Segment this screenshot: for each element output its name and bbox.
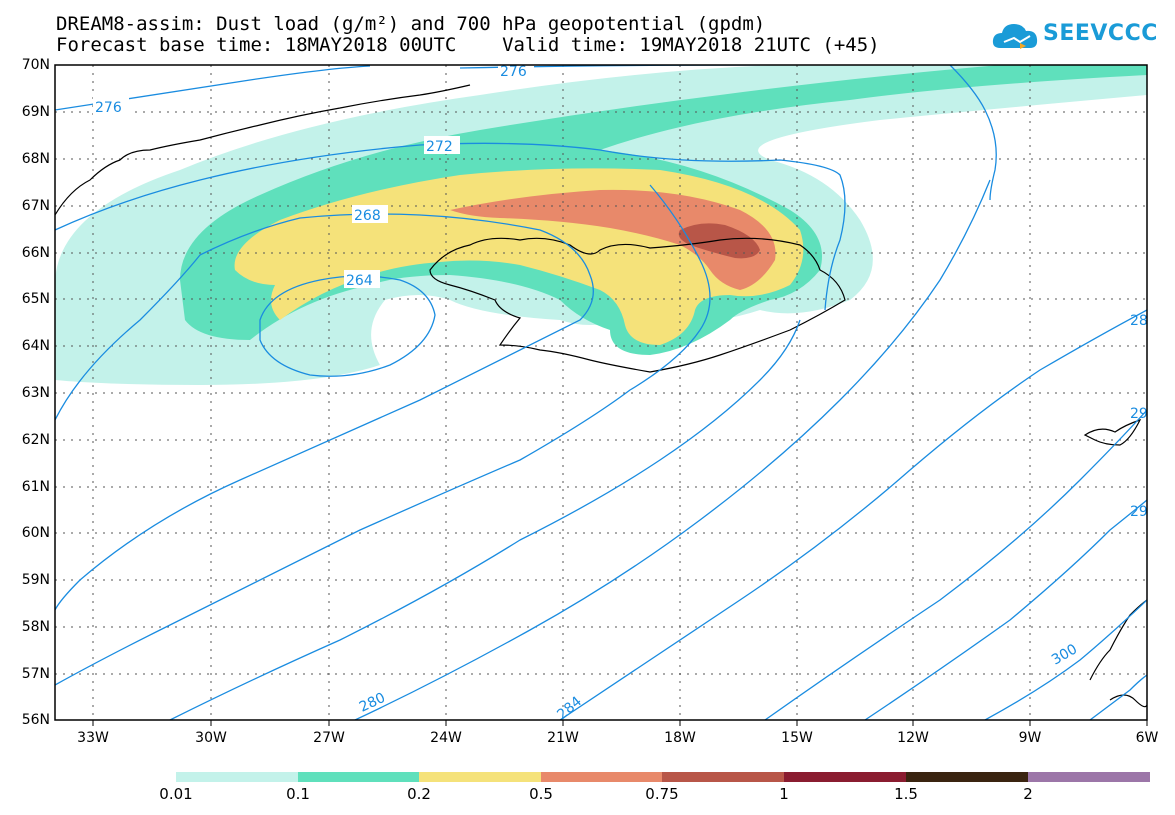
contour-label: 29 bbox=[1130, 406, 1148, 422]
colorbar-swatch bbox=[176, 772, 298, 782]
axis-ticks bbox=[92, 720, 1148, 726]
lat-label: 57N bbox=[21, 666, 50, 682]
lat-label: 63N bbox=[21, 385, 50, 401]
contour-label: 272 bbox=[426, 139, 453, 155]
colorbar-swatch bbox=[298, 772, 419, 782]
contour-label: 284 bbox=[554, 694, 585, 723]
contour-280 bbox=[55, 184, 711, 686]
colorbar-swatch bbox=[784, 772, 906, 782]
scotland-coast bbox=[1089, 599, 1147, 708]
contour-labels: 276 276 272 268 264 280 284 28 29 29 300 bbox=[93, 64, 1148, 723]
contour-280b bbox=[169, 319, 801, 720]
logo-text: SEEVCCC bbox=[1043, 21, 1158, 46]
graticule bbox=[55, 65, 1147, 720]
dust-area-0-75 bbox=[678, 223, 760, 259]
contour-272 bbox=[55, 142, 846, 311]
colorbar-label: 1.5 bbox=[894, 785, 918, 803]
contour-label: 28 bbox=[1130, 313, 1148, 329]
lat-label: 64N bbox=[21, 338, 50, 354]
lon-label: 6W bbox=[1135, 730, 1159, 746]
colorbar-swatch bbox=[906, 772, 1028, 782]
contour-268 bbox=[55, 213, 594, 611]
contour-label: 300 bbox=[1049, 641, 1080, 668]
lon-label: 9W bbox=[1018, 730, 1042, 746]
lon-label: 18W bbox=[664, 730, 696, 746]
cloud-logo-icon bbox=[992, 24, 1038, 49]
contour-300 bbox=[984, 599, 1147, 720]
contour-296 bbox=[864, 499, 1147, 720]
lat-label: 67N bbox=[21, 198, 50, 214]
contour-label: 264 bbox=[346, 273, 373, 289]
lat-label: 68N bbox=[21, 151, 50, 167]
map-title-line2: Forecast base time: 18MAY2018 00UTC Vali… bbox=[56, 34, 880, 56]
lon-label: 24W bbox=[430, 730, 462, 746]
lat-label: 69N bbox=[21, 104, 50, 120]
colorbar-swatch bbox=[662, 772, 784, 782]
contour-264 bbox=[259, 275, 436, 377]
lat-label: 56N bbox=[21, 712, 50, 728]
contour-292 bbox=[764, 409, 1147, 720]
lat-label: 61N bbox=[21, 479, 50, 495]
lat-label: 59N bbox=[21, 572, 50, 588]
colorbar-swatch bbox=[541, 772, 662, 782]
lat-label: 66N bbox=[21, 245, 50, 261]
contour-288 bbox=[559, 309, 1147, 720]
map-title-line1: DREAM8-assim: Dust load (g/m²) and 700 h… bbox=[56, 13, 766, 35]
colorbar-swatch bbox=[419, 772, 541, 782]
contour-label: 276 bbox=[95, 100, 122, 116]
lat-label: 70N bbox=[21, 57, 50, 73]
contour-284 bbox=[354, 179, 991, 720]
iceland-coast bbox=[429, 237, 846, 373]
colorbar-label: 0.1 bbox=[286, 785, 310, 803]
colorbar-swatch bbox=[1028, 772, 1150, 782]
lat-label: 65N bbox=[21, 291, 50, 307]
colorbar-label: 0.75 bbox=[645, 785, 679, 803]
dust-area-0-5 bbox=[450, 189, 776, 290]
colorbar-label: 0.2 bbox=[407, 785, 431, 803]
coastlines bbox=[55, 84, 1147, 708]
geopotential-contours bbox=[55, 65, 1147, 720]
colorbar-label: 1 bbox=[779, 785, 789, 803]
faroe-coast bbox=[1083, 418, 1142, 446]
lon-label: 30W bbox=[195, 730, 227, 746]
lat-label: 58N bbox=[21, 619, 50, 635]
contour-label: 268 bbox=[354, 208, 381, 224]
lon-label: 21W bbox=[547, 730, 579, 746]
greenland-coast bbox=[55, 84, 471, 216]
contour-label: 29 bbox=[1130, 504, 1148, 520]
contour-304 bbox=[1089, 674, 1147, 720]
colorbar-label: 0.01 bbox=[159, 785, 193, 803]
lat-label: 62N bbox=[21, 432, 50, 448]
contour-label: 276 bbox=[500, 64, 527, 80]
lon-label: 15W bbox=[781, 730, 813, 746]
lon-label: 27W bbox=[313, 730, 345, 746]
lat-label: 60N bbox=[21, 525, 50, 541]
map-frame bbox=[54, 64, 1148, 721]
lon-label: 33W bbox=[77, 730, 109, 746]
colorbar-label: 2 bbox=[1023, 785, 1033, 803]
lon-label: 12W bbox=[897, 730, 929, 746]
colorbar-label: 0.5 bbox=[529, 785, 553, 803]
